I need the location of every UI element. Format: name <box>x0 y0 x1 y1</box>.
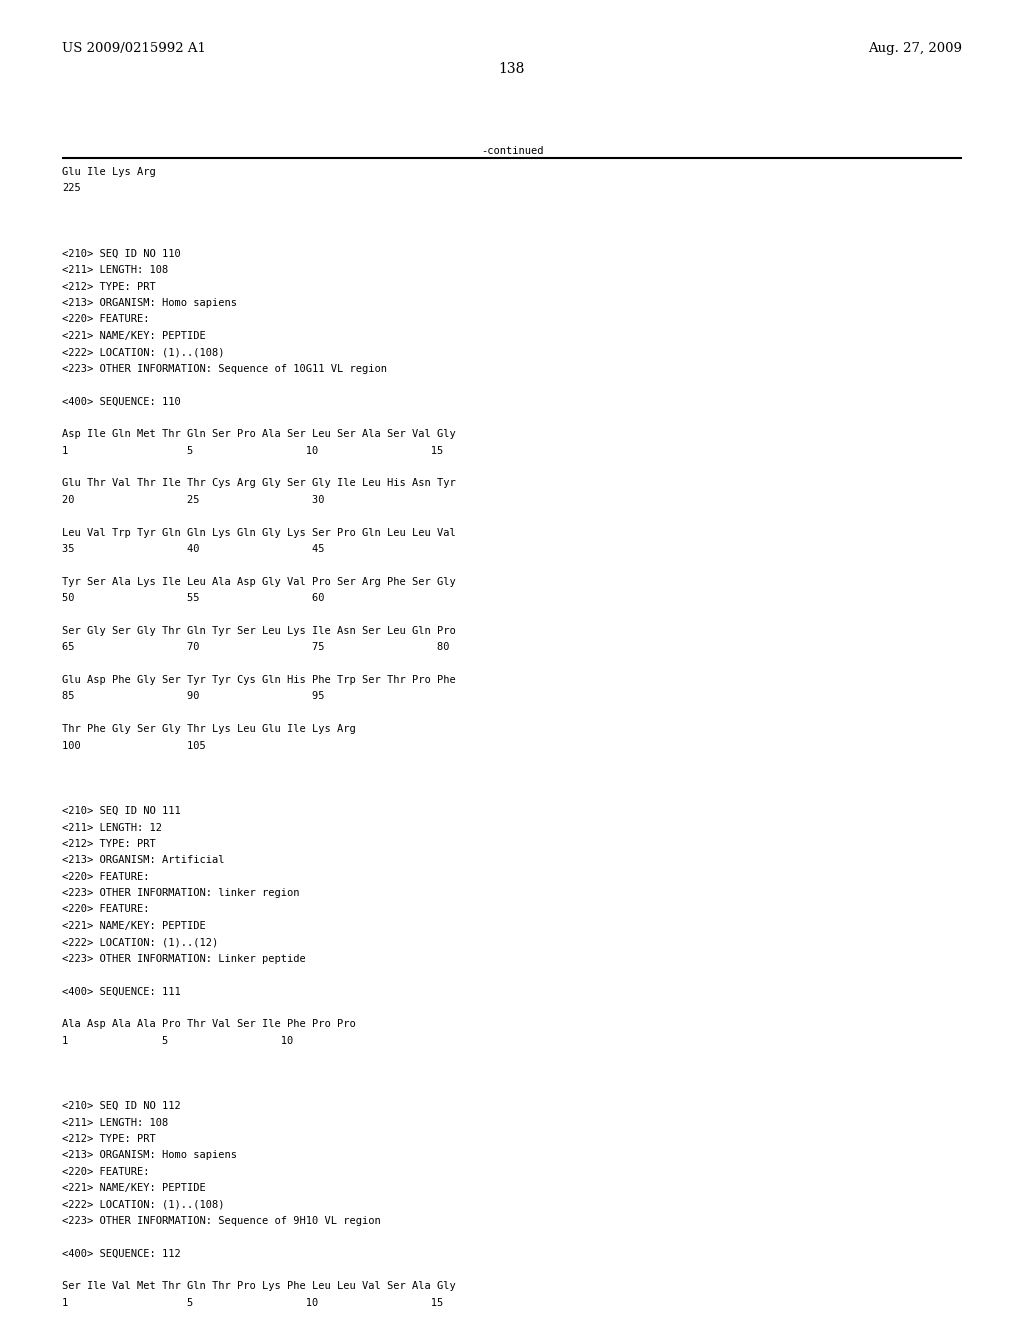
Text: <400> SEQUENCE: 111: <400> SEQUENCE: 111 <box>62 986 181 997</box>
Text: <212> TYPE: PRT: <212> TYPE: PRT <box>62 1134 156 1144</box>
Text: <223> OTHER INFORMATION: Sequence of 10G11 VL region: <223> OTHER INFORMATION: Sequence of 10G… <box>62 364 387 374</box>
Text: Tyr Ser Ala Lys Ile Leu Ala Asp Gly Val Pro Ser Arg Phe Ser Gly: Tyr Ser Ala Lys Ile Leu Ala Asp Gly Val … <box>62 577 456 586</box>
Text: Aug. 27, 2009: Aug. 27, 2009 <box>868 42 962 55</box>
Text: US 2009/0215992 A1: US 2009/0215992 A1 <box>62 42 206 55</box>
Text: 85                  90                  95: 85 90 95 <box>62 692 325 701</box>
Text: Leu Val Trp Tyr Gln Gln Lys Gln Gly Lys Ser Pro Gln Leu Leu Val: Leu Val Trp Tyr Gln Gln Lys Gln Gly Lys … <box>62 528 456 537</box>
Text: <210> SEQ ID NO 110: <210> SEQ ID NO 110 <box>62 249 181 259</box>
Text: <212> TYPE: PRT: <212> TYPE: PRT <box>62 840 156 849</box>
Text: 50                  55                  60: 50 55 60 <box>62 593 325 603</box>
Text: Asp Ile Gln Met Thr Gln Ser Pro Ala Ser Leu Ser Ala Ser Val Gly: Asp Ile Gln Met Thr Gln Ser Pro Ala Ser … <box>62 429 456 440</box>
Text: 138: 138 <box>499 62 525 77</box>
Text: <220> FEATURE:: <220> FEATURE: <box>62 314 150 325</box>
Text: Glu Asp Phe Gly Ser Tyr Tyr Cys Gln His Phe Trp Ser Thr Pro Phe: Glu Asp Phe Gly Ser Tyr Tyr Cys Gln His … <box>62 675 456 685</box>
Text: <223> OTHER INFORMATION: Sequence of 9H10 VL region: <223> OTHER INFORMATION: Sequence of 9H1… <box>62 1216 381 1226</box>
Text: 1                   5                  10                  15: 1 5 10 15 <box>62 446 443 455</box>
Text: Ala Asp Ala Ala Pro Thr Val Ser Ile Phe Pro Pro: Ala Asp Ala Ala Pro Thr Val Ser Ile Phe … <box>62 1019 355 1030</box>
Text: <221> NAME/KEY: PEPTIDE: <221> NAME/KEY: PEPTIDE <box>62 1183 206 1193</box>
Text: <211> LENGTH: 12: <211> LENGTH: 12 <box>62 822 162 833</box>
Text: Ser Ile Val Met Thr Gln Thr Pro Lys Phe Leu Leu Val Ser Ala Gly: Ser Ile Val Met Thr Gln Thr Pro Lys Phe … <box>62 1282 456 1291</box>
Text: <221> NAME/KEY: PEPTIDE: <221> NAME/KEY: PEPTIDE <box>62 921 206 931</box>
Text: Glu Thr Val Thr Ile Thr Cys Arg Gly Ser Gly Ile Leu His Asn Tyr: Glu Thr Val Thr Ile Thr Cys Arg Gly Ser … <box>62 478 456 488</box>
Text: 35                  40                  45: 35 40 45 <box>62 544 325 554</box>
Text: 65                  70                  75                  80: 65 70 75 80 <box>62 643 450 652</box>
Text: <220> FEATURE:: <220> FEATURE: <box>62 904 150 915</box>
Text: <223> OTHER INFORMATION: linker region: <223> OTHER INFORMATION: linker region <box>62 888 299 898</box>
Text: <400> SEQUENCE: 112: <400> SEQUENCE: 112 <box>62 1249 181 1259</box>
Text: <213> ORGANISM: Artificial: <213> ORGANISM: Artificial <box>62 855 224 866</box>
Text: Glu Ile Lys Arg: Glu Ile Lys Arg <box>62 168 156 177</box>
Text: <221> NAME/KEY: PEPTIDE: <221> NAME/KEY: PEPTIDE <box>62 331 206 341</box>
Text: 1                   5                  10                  15: 1 5 10 15 <box>62 1298 443 1308</box>
Text: 20                  25                  30: 20 25 30 <box>62 495 325 504</box>
Text: <220> FEATURE:: <220> FEATURE: <box>62 1167 150 1176</box>
Text: Thr Phe Gly Ser Gly Thr Lys Leu Glu Ile Lys Arg: Thr Phe Gly Ser Gly Thr Lys Leu Glu Ile … <box>62 725 355 734</box>
Text: 1               5                  10: 1 5 10 <box>62 1036 293 1045</box>
Text: <210> SEQ ID NO 111: <210> SEQ ID NO 111 <box>62 807 181 816</box>
Text: <211> LENGTH: 108: <211> LENGTH: 108 <box>62 1118 168 1127</box>
Text: 225: 225 <box>62 183 81 194</box>
Text: 100                 105: 100 105 <box>62 741 206 751</box>
Text: Ser Gly Ser Gly Thr Gln Tyr Ser Leu Lys Ile Asn Ser Leu Gln Pro: Ser Gly Ser Gly Thr Gln Tyr Ser Leu Lys … <box>62 626 456 636</box>
Text: <220> FEATURE:: <220> FEATURE: <box>62 871 150 882</box>
Text: <213> ORGANISM: Homo sapiens: <213> ORGANISM: Homo sapiens <box>62 298 237 308</box>
Text: <213> ORGANISM: Homo sapiens: <213> ORGANISM: Homo sapiens <box>62 1150 237 1160</box>
Text: <223> OTHER INFORMATION: Linker peptide: <223> OTHER INFORMATION: Linker peptide <box>62 953 306 964</box>
Text: <400> SEQUENCE: 110: <400> SEQUENCE: 110 <box>62 396 181 407</box>
Text: <212> TYPE: PRT: <212> TYPE: PRT <box>62 281 156 292</box>
Text: <222> LOCATION: (1)..(108): <222> LOCATION: (1)..(108) <box>62 347 224 358</box>
Text: <222> LOCATION: (1)..(108): <222> LOCATION: (1)..(108) <box>62 1200 224 1209</box>
Text: -continued: -continued <box>480 147 544 156</box>
Text: <210> SEQ ID NO 112: <210> SEQ ID NO 112 <box>62 1101 181 1111</box>
Text: <222> LOCATION: (1)..(12): <222> LOCATION: (1)..(12) <box>62 937 218 948</box>
Text: <211> LENGTH: 108: <211> LENGTH: 108 <box>62 265 168 276</box>
